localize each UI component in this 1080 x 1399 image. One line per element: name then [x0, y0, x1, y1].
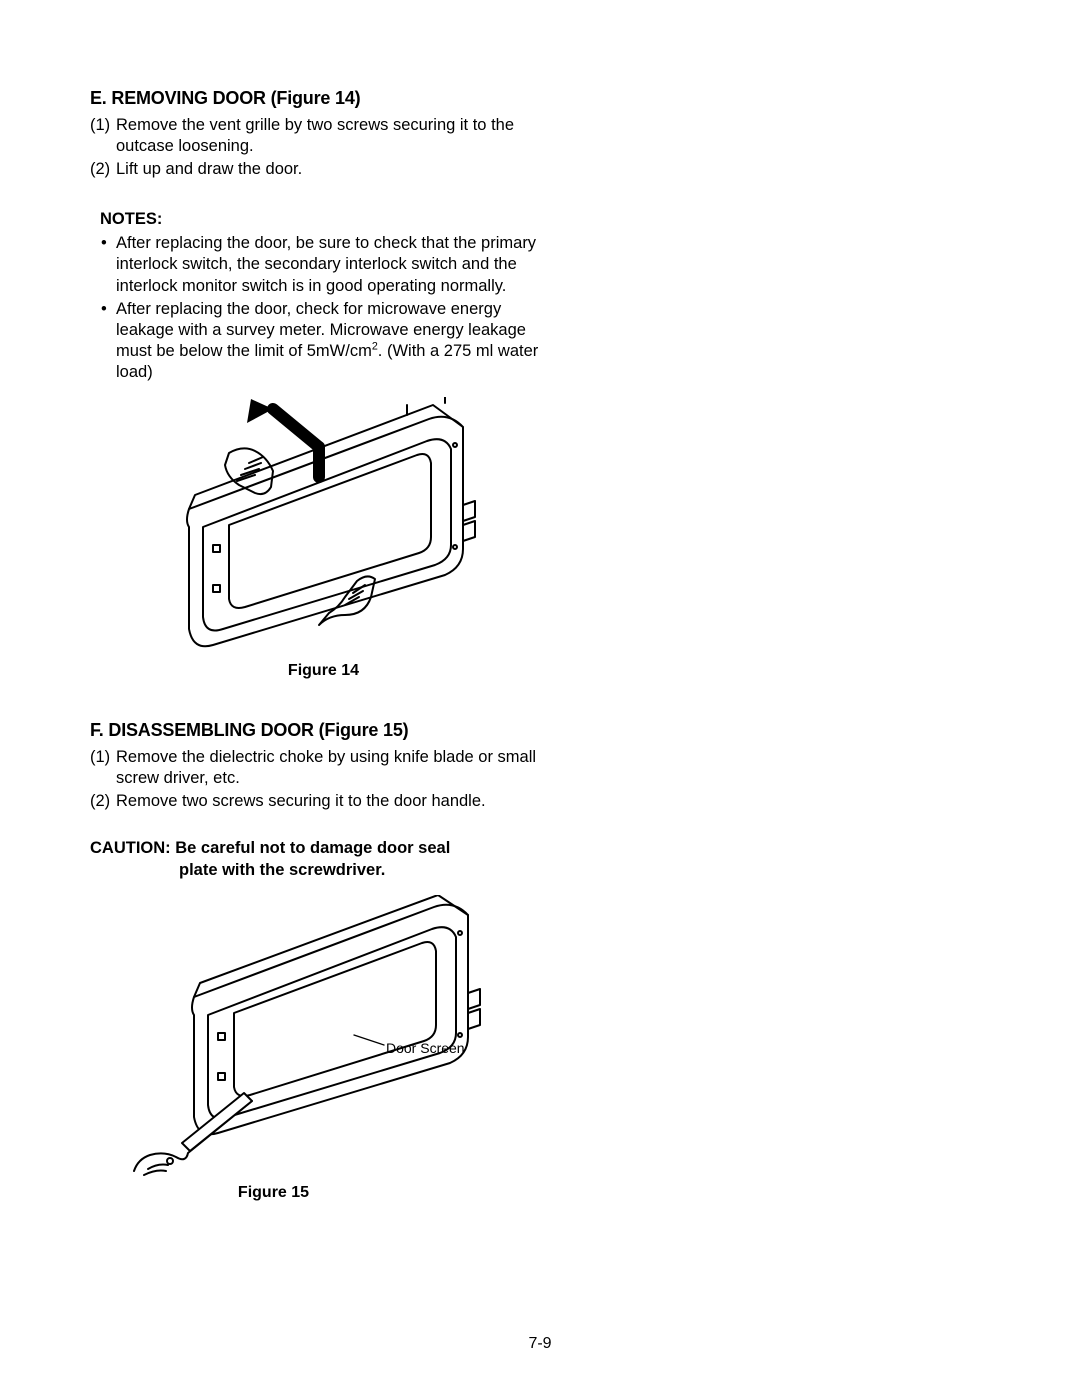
caution-block: CAUTION: Be careful not to damage door s…	[90, 838, 557, 880]
door-screen-label: Door Screen	[386, 1040, 465, 1056]
notes-list: • After replacing the door, be sure to c…	[90, 233, 557, 383]
bullet-icon: •	[101, 299, 107, 320]
item-text: Remove the dielectric choke by using kni…	[116, 748, 536, 787]
item-text: Remove two screws securing it to the doo…	[116, 792, 486, 810]
section-f-item-1: (1) Remove the dielectric choke by using…	[116, 747, 557, 789]
section-e-item-1: (1) Remove the vent grille by two screws…	[116, 115, 557, 157]
bullet-icon: •	[101, 233, 107, 254]
figure-14-diagram	[169, 397, 479, 649]
section-f-heading: F. DISASSEMBLING DOOR (Figure 15)	[90, 720, 557, 741]
notes-heading: NOTES:	[100, 210, 557, 229]
item-number: (1)	[90, 115, 110, 136]
item-number: (1)	[90, 747, 110, 768]
figure-15-diagram: Door Screen	[124, 895, 524, 1185]
note-text: After replacing the door, be sure to che…	[116, 234, 536, 294]
figure-14-block: Figure 14	[154, 397, 494, 680]
section-f-list: (1) Remove the dielectric choke by using…	[90, 747, 557, 812]
item-number: (2)	[90, 159, 110, 180]
item-text: Remove the vent grille by two screws sec…	[116, 116, 514, 155]
section-f-item-2: (2) Remove two screws securing it to the…	[116, 791, 557, 812]
item-number: (2)	[90, 791, 110, 812]
section-e-heading: E. REMOVING DOOR (Figure 14)	[90, 88, 557, 109]
notes-item-2: • After replacing the door, check for mi…	[116, 299, 557, 383]
left-column: E. REMOVING DOOR (Figure 14) (1) Remove …	[90, 88, 557, 1202]
item-text: Lift up and draw the door.	[116, 160, 302, 178]
section-f: F. DISASSEMBLING DOOR (Figure 15) (1) Re…	[90, 720, 557, 1202]
figure-15-block: Door Screen Figure 15	[124, 895, 524, 1202]
section-e-list: (1) Remove the vent grille by two screws…	[90, 115, 557, 180]
caution-line-1: CAUTION: Be careful not to damage door s…	[90, 839, 450, 857]
document-page: E. REMOVING DOOR (Figure 14) (1) Remove …	[0, 0, 1080, 1399]
page-number: 7-9	[0, 1335, 1080, 1353]
figure-14-caption: Figure 14	[154, 662, 494, 680]
notes-item-1: • After replacing the door, be sure to c…	[116, 233, 557, 296]
caution-line-2: plate with the screwdriver.	[90, 860, 557, 881]
section-e-item-2: (2) Lift up and draw the door.	[116, 159, 557, 180]
figure-15-caption: Figure 15	[24, 1184, 524, 1202]
